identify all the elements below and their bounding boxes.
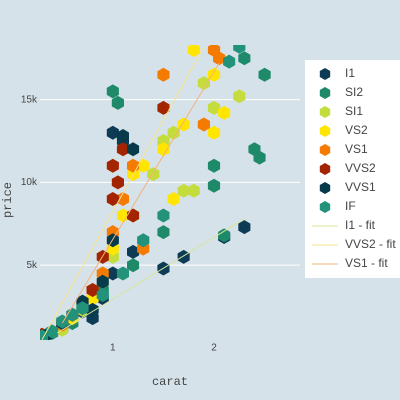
legend-symbol <box>319 125 331 137</box>
hexagon-point <box>187 183 200 198</box>
legend-symbol <box>319 163 331 175</box>
legend-symbol <box>319 87 331 99</box>
y-tick-label: 5k <box>26 260 38 271</box>
hexagon-point <box>106 84 119 99</box>
hexagon-point <box>238 51 251 66</box>
hexagon-point <box>106 125 119 140</box>
hexagon-point <box>116 129 129 143</box>
legend-symbol <box>319 182 331 194</box>
hexagon-point <box>111 175 124 190</box>
hexagon-point <box>197 117 210 132</box>
legend-label: VS1 - fit <box>345 256 388 270</box>
hexagon-point <box>177 183 190 198</box>
hexagon-point <box>167 125 180 140</box>
hexagon-point <box>213 51 226 66</box>
y-tick-label: 10k <box>21 177 38 188</box>
fit-line <box>41 46 205 340</box>
hexagon-point <box>137 233 150 248</box>
legend-label: I1 - fit <box>345 218 376 232</box>
hexagon-point <box>106 158 119 173</box>
hexagon-point <box>187 45 200 57</box>
hexagon-point <box>127 208 140 223</box>
hexagon-point <box>207 178 221 193</box>
hexagon-point <box>86 283 99 297</box>
hexagon-point <box>116 192 129 206</box>
legend-label: I1 <box>345 66 355 80</box>
legend-label: SI1 <box>345 104 363 118</box>
fit-line <box>56 218 245 334</box>
hexagon-point <box>207 100 221 115</box>
hexagon-point <box>96 288 109 302</box>
legend-label: SI2 <box>345 85 363 99</box>
hexagon-point <box>106 192 119 206</box>
hexagon-point <box>223 54 236 69</box>
legend-label: IF <box>345 199 356 213</box>
legend-label: VS2 <box>345 123 368 137</box>
legend-label: VS1 <box>345 142 368 156</box>
legend-symbol <box>319 68 331 80</box>
hexagon-point <box>207 125 221 140</box>
legend-label: VVS2 <box>345 161 376 175</box>
x-tick-label: 1 <box>110 343 116 354</box>
y-tick-label: 15k <box>21 94 38 105</box>
hexagon-point <box>248 142 261 157</box>
fit-line <box>61 62 220 324</box>
hexagon-point <box>157 208 170 223</box>
hexagon-point <box>177 249 190 264</box>
hexagon-point <box>233 45 246 54</box>
hexagon-point <box>127 258 140 273</box>
hexagon-point <box>207 67 221 82</box>
hexagon-point <box>96 274 109 289</box>
hexagon-point <box>157 142 170 157</box>
axes: 5k 10k 15k 1 2 <box>21 94 217 353</box>
hexagon-point <box>157 67 170 82</box>
hexagon-point <box>207 158 221 173</box>
legend-label: VVS1 <box>345 180 376 194</box>
legend-symbol <box>319 106 331 118</box>
legend-symbol <box>319 201 331 213</box>
hexagon-point <box>106 266 119 281</box>
y-axis-title: price <box>1 182 15 218</box>
hexagon-point <box>116 208 129 223</box>
hexagon-point <box>258 67 271 82</box>
legend: I1 SI2 SI1 VS2 VS1 VVS2 VVS1 IF I1 - fit VVS2 - f… <box>312 66 396 270</box>
hexagon-point <box>157 100 170 115</box>
hexagon-point <box>233 89 246 104</box>
hexagon-point <box>127 244 140 259</box>
hexagon-point <box>76 301 89 316</box>
hexagon-point <box>116 266 129 281</box>
hexagon-point <box>218 105 231 120</box>
hexagon-point <box>218 228 231 243</box>
hexagon-point <box>167 192 180 206</box>
grid <box>40 99 300 266</box>
hexagon-point <box>177 117 190 132</box>
x-tick-label: 2 <box>211 343 217 354</box>
hexagon-point <box>116 142 129 157</box>
hexagon-point <box>197 76 210 91</box>
hexagon-point <box>238 220 251 235</box>
hexagon-point <box>46 324 59 339</box>
legend-label: VVS2 - fit <box>345 237 396 251</box>
x-axis-title: carat <box>152 375 188 389</box>
hexagon-point <box>127 142 140 157</box>
hexagon-point <box>157 225 170 240</box>
hexagon-point <box>111 95 124 110</box>
legend-symbol <box>319 144 331 156</box>
plot-area <box>40 45 271 340</box>
